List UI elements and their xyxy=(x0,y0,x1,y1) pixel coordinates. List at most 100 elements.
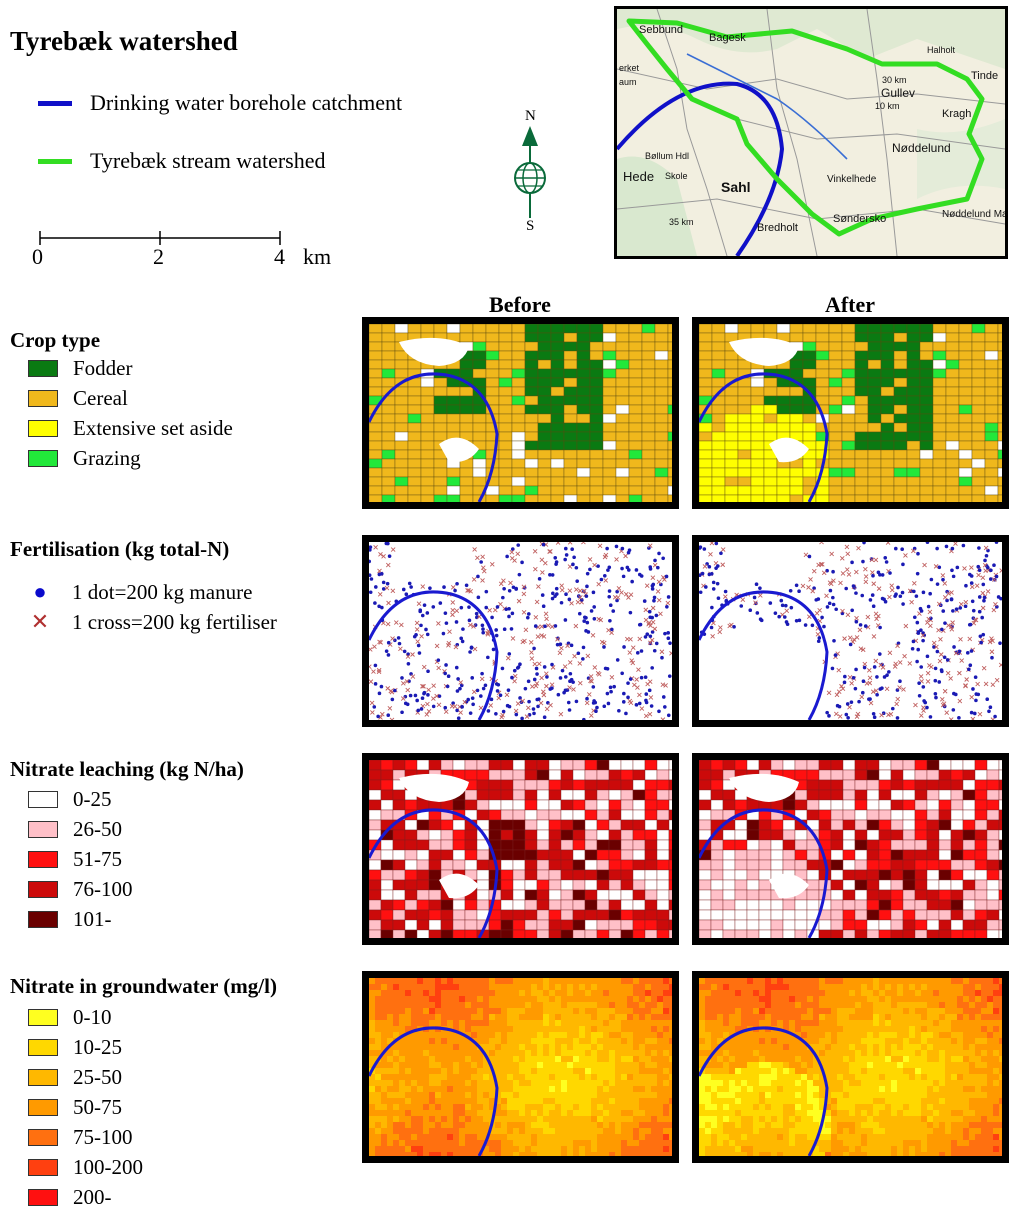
class-swatch xyxy=(28,851,58,868)
legend-item: Grazing xyxy=(28,443,233,473)
nitrate-groundwater-title: Nitrate in groundwater (mg/l) xyxy=(10,974,277,999)
crop-map-before xyxy=(362,317,679,509)
fertilisation-map-before xyxy=(362,535,679,727)
legend-label: 1 dot=200 kg manure xyxy=(72,580,252,605)
column-before-heading: Before xyxy=(420,292,620,318)
legend-item: Extensive set aside xyxy=(28,413,233,443)
place-label: Bredholt xyxy=(757,222,798,234)
scale-tick-0: 0 xyxy=(32,244,43,270)
scale-tick-4: 4 xyxy=(274,244,285,270)
legend-label: 0-10 xyxy=(73,1005,112,1030)
legend-item: 100-200 xyxy=(28,1152,143,1182)
class-swatch xyxy=(28,1069,58,1086)
fertilisation-title: Fertilisation (kg total-N) xyxy=(10,537,229,562)
legend-item: 0-25 xyxy=(28,784,133,814)
place-label: Halholt xyxy=(927,45,956,55)
legend-label: Cereal xyxy=(73,386,128,411)
place-label: Kragh xyxy=(942,108,971,120)
class-swatch xyxy=(28,1099,58,1116)
crop-map-after xyxy=(692,317,1009,509)
nitrate-groundwater-legend: 0-10 10-25 25-50 50-75 75-100 100-200 20… xyxy=(28,1002,143,1212)
watershed-line-swatch xyxy=(38,159,72,164)
legend-label: 26-50 xyxy=(73,817,122,842)
legend-borehole-label: Drinking water borehole catchment xyxy=(90,90,402,116)
scale-unit: km xyxy=(303,244,331,270)
class-swatch xyxy=(28,1189,58,1206)
manure-dot-icon: ● xyxy=(28,579,52,605)
place-label: Bøllum Hdl xyxy=(645,151,689,161)
legend-item: 0-10 xyxy=(28,1002,143,1032)
page-title: Tyrebæk watershed xyxy=(10,26,238,57)
legend-label: 0-25 xyxy=(73,787,112,812)
fertiliser-cross-icon: ✕ xyxy=(28,609,52,635)
place-label: Sahl xyxy=(721,179,751,195)
legend-item: 75-100 xyxy=(28,1122,143,1152)
place-label: Vinkelhede xyxy=(827,174,877,185)
legend-item: 50-75 xyxy=(28,1092,143,1122)
nitrate-leaching-map-before xyxy=(362,753,679,945)
place-label: 10 km xyxy=(875,101,900,111)
legend-label: Extensive set aside xyxy=(73,416,233,441)
legend-item: 25-50 xyxy=(28,1062,143,1092)
place-label: erket xyxy=(619,63,640,73)
legend-label: 200- xyxy=(73,1185,112,1210)
fertilisation-legend: ● 1 dot=200 kg manure ✕ 1 cross=200 kg fer… xyxy=(28,577,277,637)
legend-item: 10-25 xyxy=(28,1032,143,1062)
class-swatch xyxy=(28,1009,58,1026)
class-swatch xyxy=(28,821,58,838)
nitrate-groundwater-map-after xyxy=(692,971,1009,1163)
legend-label: 10-25 xyxy=(73,1035,122,1060)
class-swatch xyxy=(28,1159,58,1176)
borehole-line-swatch xyxy=(38,101,72,106)
set-aside-swatch xyxy=(28,420,58,437)
class-swatch xyxy=(28,1039,58,1056)
legend-item: 200- xyxy=(28,1182,143,1212)
nitrate-leaching-legend: 0-25 26-50 51-75 76-100 101- xyxy=(28,784,133,934)
legend-item: 101- xyxy=(28,904,133,934)
legend-item: ● 1 dot=200 kg manure xyxy=(28,577,277,607)
legend-label: 25-50 xyxy=(73,1065,122,1090)
compass-south-label: S xyxy=(526,218,534,235)
scale-tick-2: 2 xyxy=(153,244,164,270)
place-label: 35 km xyxy=(669,217,694,227)
place-label: Søndersko xyxy=(833,213,886,225)
nitrate-leaching-map-after xyxy=(692,753,1009,945)
place-label: Gullev xyxy=(881,86,915,100)
place-label: Tinde xyxy=(971,70,998,82)
place-label: Nøddelund xyxy=(892,141,951,155)
place-label: Nøddelund Ma xyxy=(942,209,1005,220)
place-label: 30 km xyxy=(882,75,907,85)
place-label: aum xyxy=(619,77,637,87)
nitrate-leaching-title: Nitrate leaching (kg N/ha) xyxy=(10,757,244,782)
column-after-heading: After xyxy=(750,292,950,318)
legend-item: Cereal xyxy=(28,383,233,413)
legend-item: 51-75 xyxy=(28,844,133,874)
legend-label: 50-75 xyxy=(73,1095,122,1120)
topographic-overview-map: Sebbund Bagesk Halholt Tinde Gullev Krag… xyxy=(614,6,1008,259)
class-swatch xyxy=(28,1129,58,1146)
place-label: Hede xyxy=(623,169,654,184)
legend-label: 75-100 xyxy=(73,1125,133,1150)
class-swatch xyxy=(28,791,58,808)
legend-label: 100-200 xyxy=(73,1155,143,1180)
grazing-swatch xyxy=(28,450,58,467)
class-swatch xyxy=(28,881,58,898)
nitrate-groundwater-map-before xyxy=(362,971,679,1163)
crop-type-legend: Fodder Cereal Extensive set aside Grazin… xyxy=(28,353,233,473)
legend-item: 26-50 xyxy=(28,814,133,844)
class-swatch xyxy=(28,911,58,928)
legend-label: 76-100 xyxy=(73,877,133,902)
place-label: Sebbund xyxy=(639,24,683,36)
legend-item: Fodder xyxy=(28,353,233,383)
legend-item: 76-100 xyxy=(28,874,133,904)
legend-item: ✕ 1 cross=200 kg fertiliser xyxy=(28,607,277,637)
place-label: Bagesk xyxy=(709,32,746,44)
legend-watershed-label: Tyrebæk stream watershed xyxy=(90,148,326,174)
place-label: Skole xyxy=(665,171,688,181)
legend-label: 101- xyxy=(73,907,112,932)
legend-label: 1 cross=200 kg fertiliser xyxy=(72,610,277,635)
legend-label: 51-75 xyxy=(73,847,122,872)
cereal-swatch xyxy=(28,390,58,407)
fertilisation-map-after xyxy=(692,535,1009,727)
legend-stream-watershed: Tyrebæk stream watershed xyxy=(38,148,326,174)
